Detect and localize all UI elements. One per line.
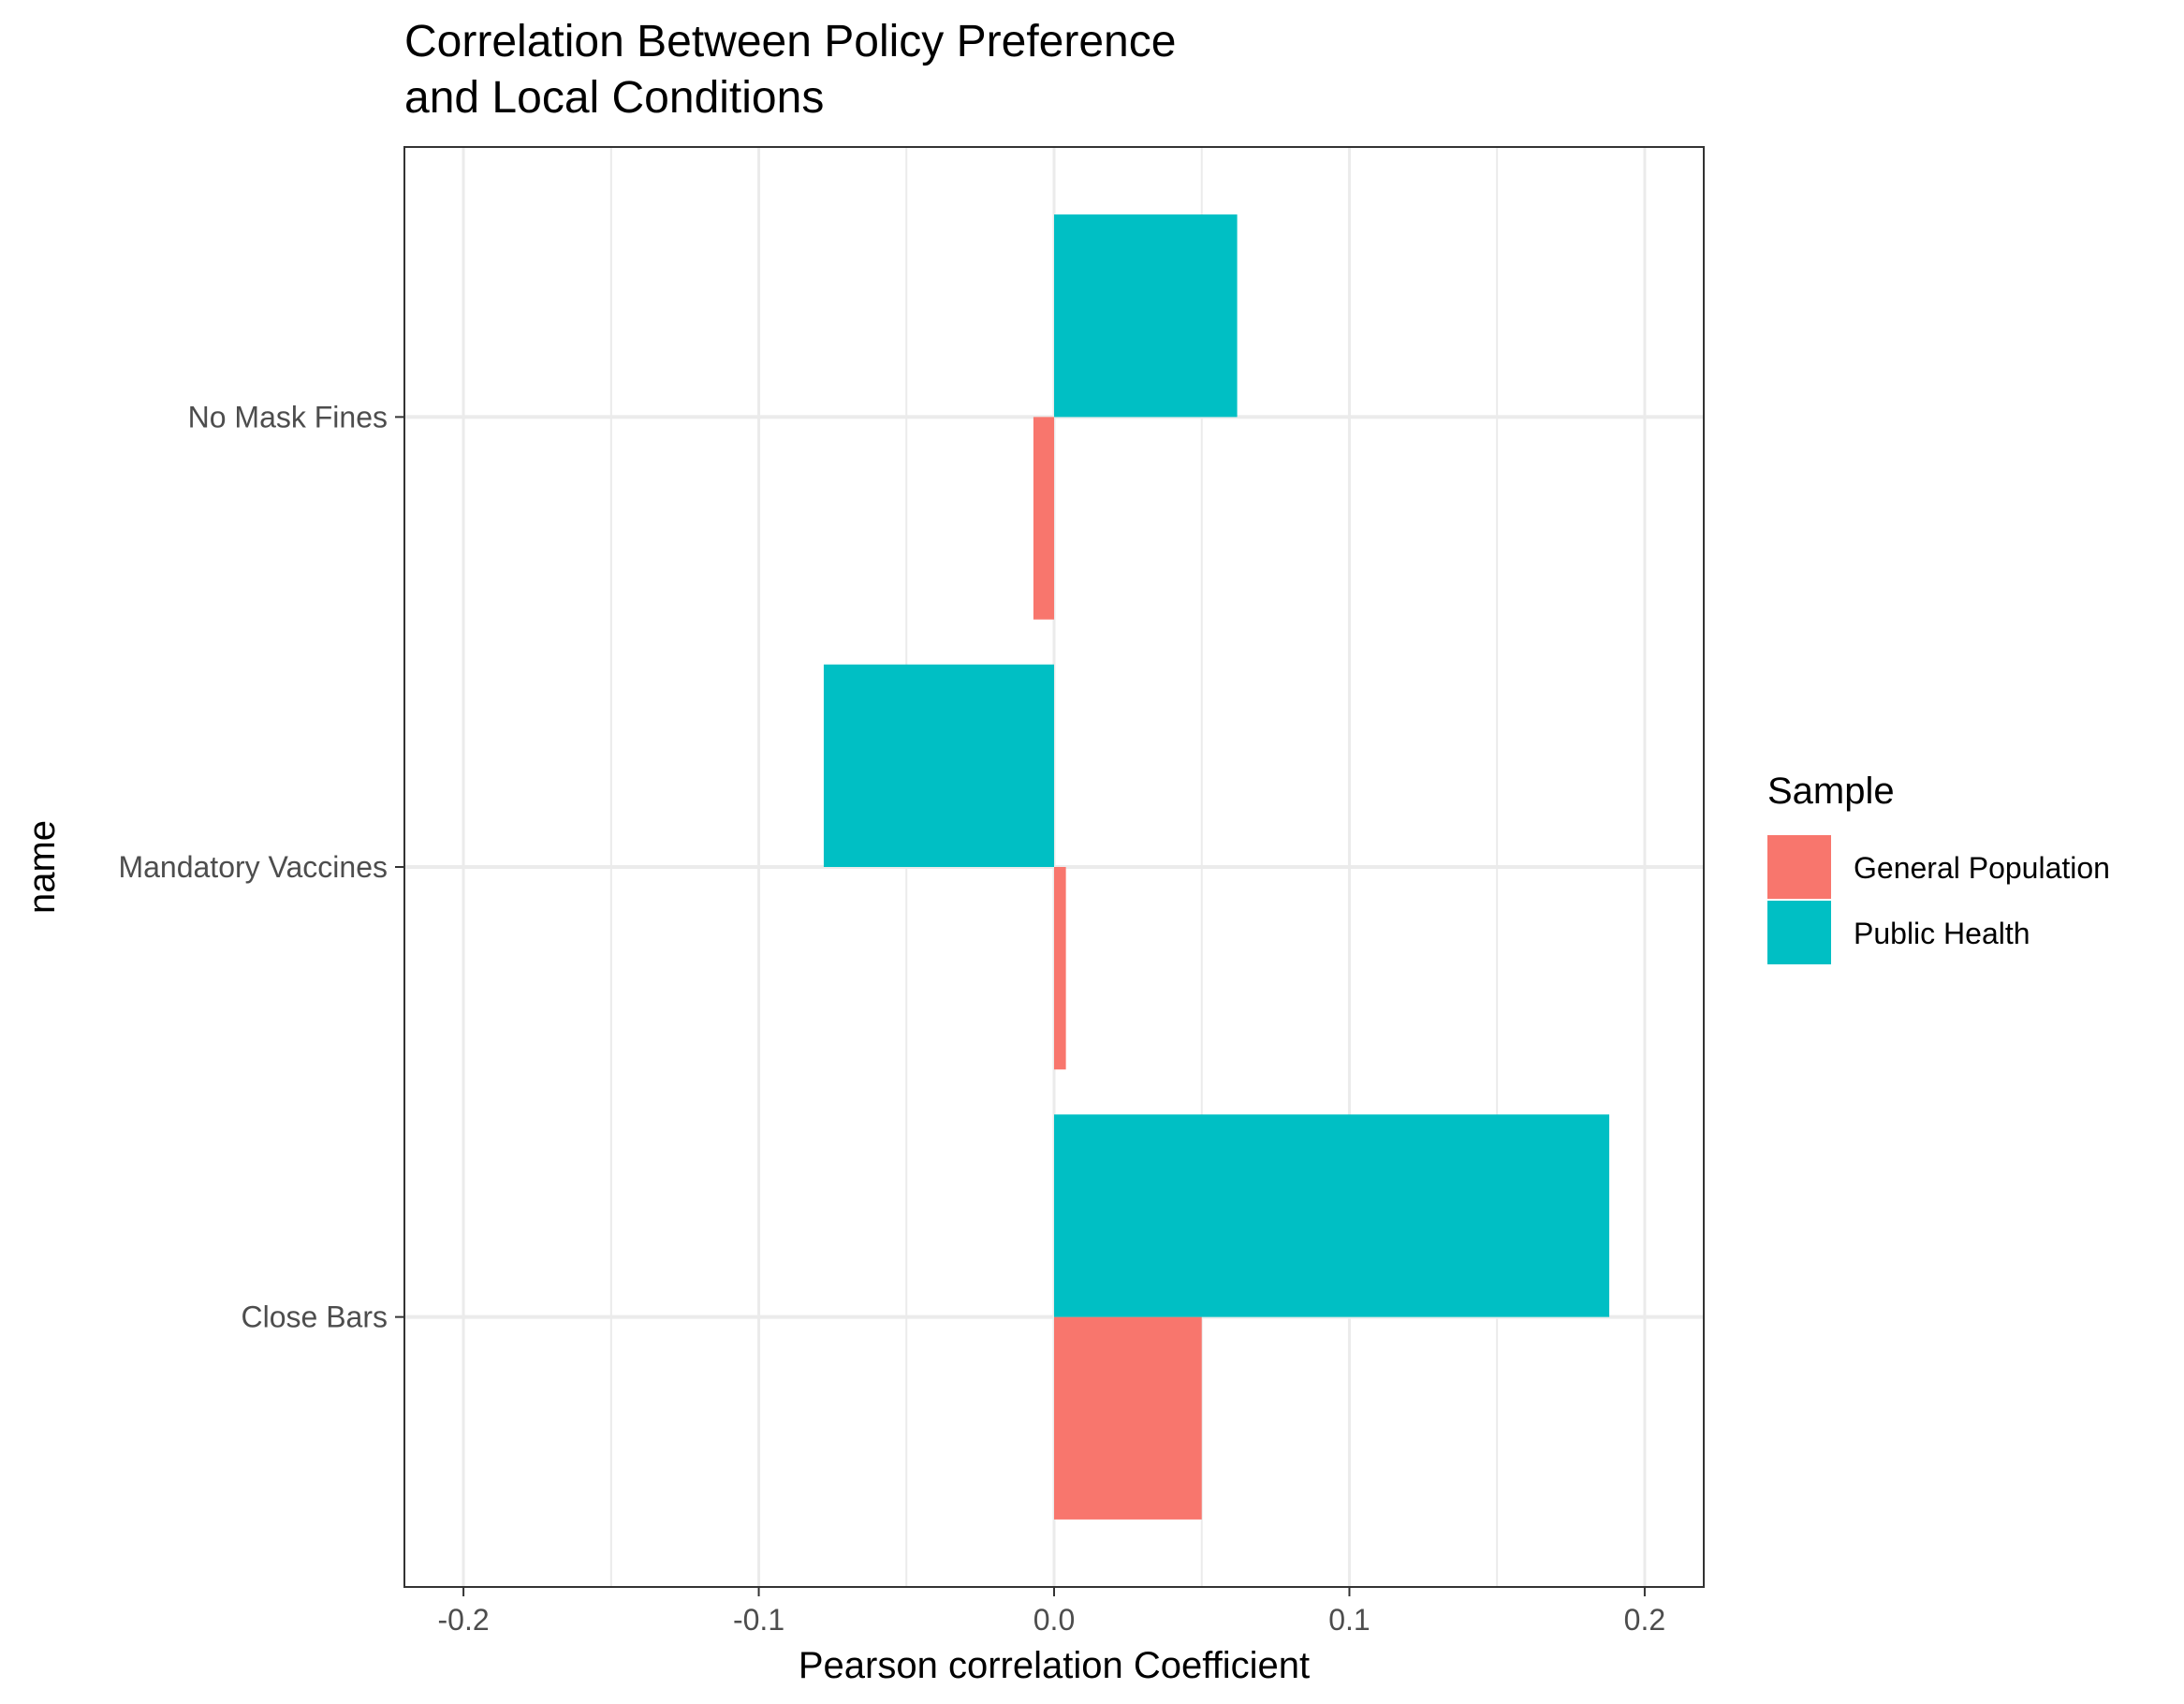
bar bbox=[1054, 867, 1066, 1070]
legend-swatch bbox=[1767, 835, 1831, 899]
x-axis-tick-label: 0.2 bbox=[1624, 1603, 1665, 1637]
x-axis: -0.2 -0.1 0.0 0.1 0.2 bbox=[438, 1587, 1665, 1637]
legend-label: Public Health bbox=[1854, 917, 2030, 950]
legend: General Population Public Health bbox=[1767, 835, 2110, 964]
x-axis-tick-label: 0.0 bbox=[1033, 1603, 1075, 1637]
bar bbox=[1054, 214, 1238, 418]
x-axis-tick-label: -0.2 bbox=[438, 1603, 490, 1637]
y-axis-tick-label: Close Bars bbox=[242, 1300, 388, 1334]
bars bbox=[823, 214, 1610, 1520]
x-axis-tick-label: 0.1 bbox=[1328, 1603, 1370, 1637]
bar bbox=[823, 664, 1054, 867]
chart-title-line-1: Correlation Between Policy Preference bbox=[404, 17, 1176, 66]
legend-label: General Population bbox=[1854, 851, 2110, 885]
y-axis-tick-label: No Mask Fines bbox=[188, 400, 388, 433]
y-axis: Close Bars Mandatory Vaccines No Mask Fine… bbox=[118, 400, 404, 1334]
x-axis-title: Pearson correlation Coefficient bbox=[799, 1645, 1310, 1686]
legend-swatch bbox=[1767, 901, 1831, 964]
x-axis-tick-label: -0.1 bbox=[733, 1603, 784, 1637]
y-axis-title: name bbox=[22, 820, 63, 914]
bar bbox=[1033, 417, 1054, 620]
legend-title: Sample bbox=[1767, 771, 1895, 812]
bar bbox=[1054, 1114, 1610, 1317]
bar bbox=[1054, 1316, 1202, 1520]
chart-title-line-2: and Local Conditions bbox=[404, 73, 824, 123]
y-axis-tick-label: Mandatory Vaccines bbox=[118, 850, 388, 884]
